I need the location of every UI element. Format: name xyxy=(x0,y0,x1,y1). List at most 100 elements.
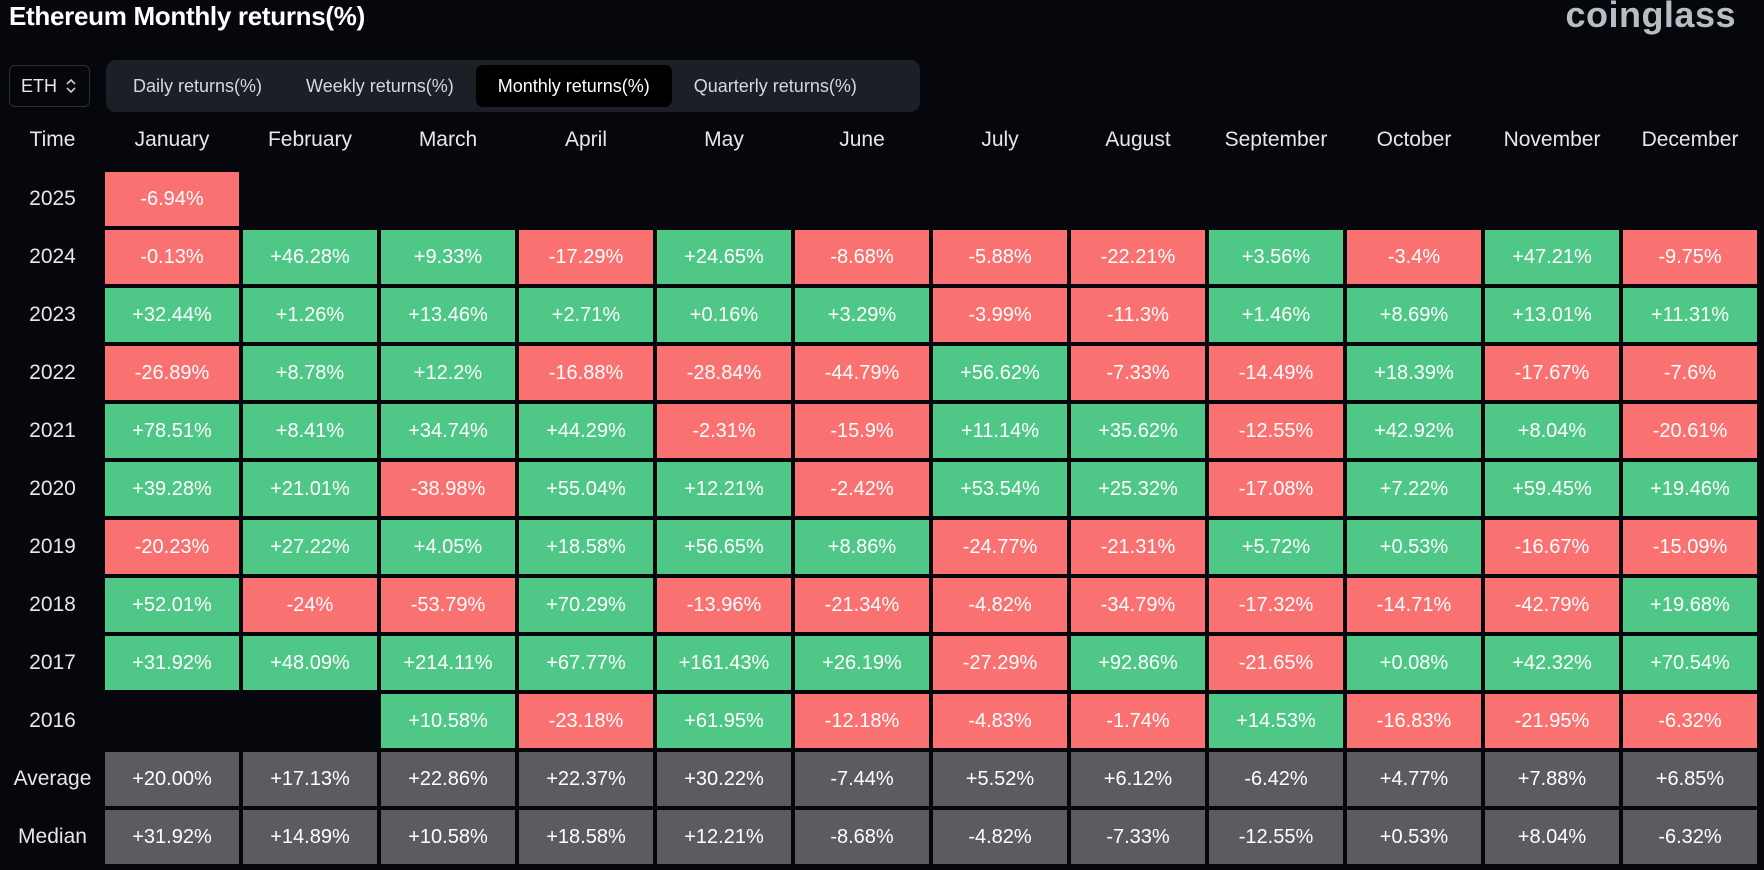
return-cell[interactable]: -21.31% xyxy=(1071,520,1205,574)
tab-daily-returns[interactable]: Daily returns(%) xyxy=(133,76,263,96)
return-cell[interactable]: -38.98% xyxy=(381,462,515,516)
return-cell[interactable]: +18.39% xyxy=(1347,346,1481,400)
return-cell[interactable]: +10.58% xyxy=(381,810,515,864)
return-cell[interactable]: -17.29% xyxy=(519,230,653,284)
return-cell[interactable]: -6.94% xyxy=(105,172,239,226)
return-cell[interactable]: -6.42% xyxy=(1209,752,1343,806)
return-cell[interactable]: +44.29% xyxy=(519,404,653,458)
return-cell[interactable]: +46.28% xyxy=(243,230,377,284)
return-cell[interactable]: +19.46% xyxy=(1623,462,1757,516)
return-cell[interactable]: +70.29% xyxy=(519,578,653,632)
return-cell[interactable]: +3.56% xyxy=(1209,230,1343,284)
return-cell[interactable]: -12.55% xyxy=(1209,810,1343,864)
return-cell[interactable]: -44.79% xyxy=(795,346,929,400)
return-cell[interactable]: +6.12% xyxy=(1071,752,1205,806)
return-cell[interactable]: -42.79% xyxy=(1485,578,1619,632)
return-cell[interactable]: -26.89% xyxy=(105,346,239,400)
return-cell[interactable]: +5.72% xyxy=(1209,520,1343,574)
return-cell[interactable]: +1.26% xyxy=(243,288,377,342)
return-cell[interactable]: -3.4% xyxy=(1347,230,1481,284)
return-cell[interactable]: +1.46% xyxy=(1209,288,1343,342)
return-cell[interactable]: -21.65% xyxy=(1209,636,1343,690)
return-cell[interactable]: +13.01% xyxy=(1485,288,1619,342)
return-cell[interactable]: -17.08% xyxy=(1209,462,1343,516)
return-cell[interactable]: -9.75% xyxy=(1623,230,1757,284)
return-cell[interactable]: -20.23% xyxy=(105,520,239,574)
return-cell[interactable]: -16.88% xyxy=(519,346,653,400)
asset-select[interactable]: ETH xyxy=(9,65,90,107)
return-cell[interactable]: -1.74% xyxy=(1071,694,1205,748)
return-cell[interactable]: -15.09% xyxy=(1623,520,1757,574)
return-cell[interactable]: +4.05% xyxy=(381,520,515,574)
return-cell[interactable]: +2.71% xyxy=(519,288,653,342)
return-cell[interactable]: -7.44% xyxy=(795,752,929,806)
return-cell[interactable]: +24.65% xyxy=(657,230,791,284)
return-cell[interactable]: -28.84% xyxy=(657,346,791,400)
return-cell[interactable]: +35.62% xyxy=(1071,404,1205,458)
return-cell[interactable]: -21.34% xyxy=(795,578,929,632)
return-cell[interactable]: +8.69% xyxy=(1347,288,1481,342)
return-cell[interactable]: +55.04% xyxy=(519,462,653,516)
return-cell[interactable]: +27.22% xyxy=(243,520,377,574)
return-cell[interactable]: -17.67% xyxy=(1485,346,1619,400)
return-cell[interactable]: -4.82% xyxy=(933,810,1067,864)
return-cell[interactable]: +0.53% xyxy=(1347,810,1481,864)
return-cell[interactable]: -15.9% xyxy=(795,404,929,458)
return-cell[interactable]: -6.32% xyxy=(1623,694,1757,748)
return-cell[interactable]: +214.11% xyxy=(381,636,515,690)
return-cell[interactable]: +31.92% xyxy=(105,810,239,864)
return-cell[interactable]: -27.29% xyxy=(933,636,1067,690)
return-cell[interactable]: -12.55% xyxy=(1209,404,1343,458)
return-cell[interactable]: -24.77% xyxy=(933,520,1067,574)
return-cell[interactable]: +8.86% xyxy=(795,520,929,574)
return-cell[interactable]: +14.53% xyxy=(1209,694,1343,748)
return-cell[interactable]: -5.88% xyxy=(933,230,1067,284)
return-cell[interactable]: -14.71% xyxy=(1347,578,1481,632)
return-cell[interactable]: +13.46% xyxy=(381,288,515,342)
return-cell[interactable]: +30.22% xyxy=(657,752,791,806)
return-cell[interactable]: +20.00% xyxy=(105,752,239,806)
return-cell[interactable]: +8.04% xyxy=(1485,404,1619,458)
return-cell[interactable]: +7.88% xyxy=(1485,752,1619,806)
return-cell[interactable]: +56.65% xyxy=(657,520,791,574)
return-cell[interactable]: -34.79% xyxy=(1071,578,1205,632)
return-cell[interactable]: +56.62% xyxy=(933,346,1067,400)
return-cell[interactable]: +12.2% xyxy=(381,346,515,400)
return-cell[interactable]: +39.28% xyxy=(105,462,239,516)
return-cell[interactable]: +34.74% xyxy=(381,404,515,458)
return-cell[interactable]: +18.58% xyxy=(519,810,653,864)
return-cell[interactable]: +11.31% xyxy=(1623,288,1757,342)
tab-weekly-returns[interactable]: Weekly returns(%) xyxy=(306,76,454,96)
return-cell[interactable]: -13.96% xyxy=(657,578,791,632)
return-cell[interactable]: +31.92% xyxy=(105,636,239,690)
return-cell[interactable]: -24% xyxy=(243,578,377,632)
return-cell[interactable]: +48.09% xyxy=(243,636,377,690)
return-cell[interactable]: -4.83% xyxy=(933,694,1067,748)
return-cell[interactable]: -11.3% xyxy=(1071,288,1205,342)
return-cell[interactable]: +21.01% xyxy=(243,462,377,516)
return-cell[interactable]: -14.49% xyxy=(1209,346,1343,400)
return-cell[interactable]: +12.21% xyxy=(657,810,791,864)
return-cell[interactable]: +8.04% xyxy=(1485,810,1619,864)
return-cell[interactable]: +5.52% xyxy=(933,752,1067,806)
return-cell[interactable]: +6.85% xyxy=(1623,752,1757,806)
return-cell[interactable]: +22.86% xyxy=(381,752,515,806)
return-cell[interactable]: +67.77% xyxy=(519,636,653,690)
return-cell[interactable]: +161.43% xyxy=(657,636,791,690)
return-cell[interactable]: -6.32% xyxy=(1623,810,1757,864)
return-cell[interactable]: -53.79% xyxy=(381,578,515,632)
return-cell[interactable]: -2.31% xyxy=(657,404,791,458)
return-cell[interactable]: +32.44% xyxy=(105,288,239,342)
return-cell[interactable]: +4.77% xyxy=(1347,752,1481,806)
return-cell[interactable]: +3.29% xyxy=(795,288,929,342)
return-cell[interactable]: +61.95% xyxy=(657,694,791,748)
return-cell[interactable]: +47.21% xyxy=(1485,230,1619,284)
return-cell[interactable]: +0.16% xyxy=(657,288,791,342)
return-cell[interactable]: +70.54% xyxy=(1623,636,1757,690)
return-cell[interactable]: -20.61% xyxy=(1623,404,1757,458)
return-cell[interactable]: -8.68% xyxy=(795,230,929,284)
return-cell[interactable]: -2.42% xyxy=(795,462,929,516)
return-cell[interactable]: +9.33% xyxy=(381,230,515,284)
return-cell[interactable]: +52.01% xyxy=(105,578,239,632)
tab-monthly-returns[interactable]: Monthly returns(%) xyxy=(475,65,672,107)
